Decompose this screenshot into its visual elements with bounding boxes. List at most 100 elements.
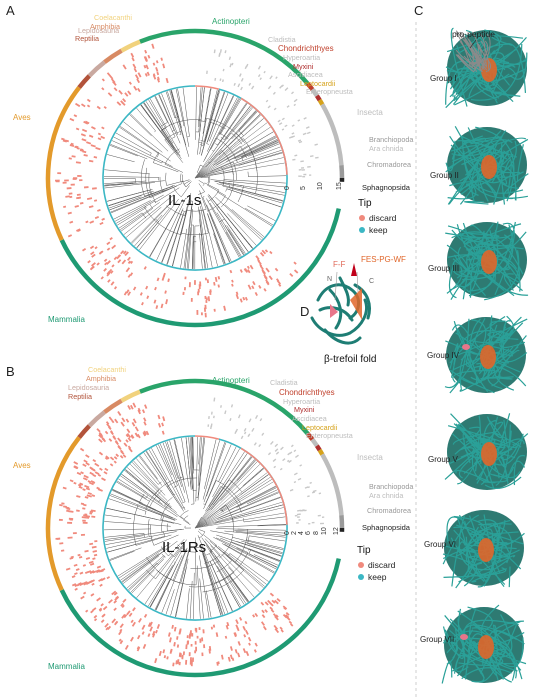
ff-highlight — [462, 344, 470, 350]
clade-ring-segment — [305, 82, 315, 91]
tree-branches — [104, 87, 286, 270]
clade-labels-b: Actinopteri Coelacanthi Amphibia Lepidos… — [13, 365, 413, 671]
clade-chondrichthyes-a: Chondrichthyes — [278, 44, 334, 53]
legend-swatch-discard-a — [359, 215, 365, 221]
panel-letter-b: B — [6, 364, 15, 379]
tip-ring-discard — [194, 435, 220, 440]
tick-a-0: 0 — [284, 186, 291, 190]
structure-strands — [442, 514, 525, 589]
clade-insecta-a: Insecta — [357, 108, 383, 117]
panel-letter-c: C — [414, 3, 423, 18]
legend-keep-a: keep — [369, 225, 388, 235]
label-c-terminus: C — [369, 278, 374, 285]
legend-title-b: Tip — [357, 545, 371, 556]
ff-segment — [330, 304, 338, 318]
clade-ring-segment — [315, 444, 322, 452]
clade-ring-mammalia — [59, 558, 341, 678]
clade-sphagnopsida-b: Sphagnopsida — [362, 523, 411, 532]
clade-ascidiacea-a: Ascidiacea — [288, 70, 323, 79]
clade-aves-a: Aves — [13, 113, 31, 122]
clade-enteropneusta-a: Enteropneusta — [306, 87, 353, 96]
pro-peptide-strands — [455, 30, 492, 73]
clade-aves-b: Aves — [13, 461, 31, 470]
tick-a-15: 15 — [336, 182, 343, 190]
legend-discard-a: discard — [369, 213, 397, 223]
label-n-terminus: N — [327, 276, 332, 283]
clade-ring-segment — [317, 98, 325, 106]
tick-b-10: 10 — [321, 527, 328, 535]
radial-axis-b: 0 2 4 6 8 10 12 — [284, 527, 340, 535]
grey-bars — [207, 397, 325, 525]
clade-amphibia-b: Amphibia — [86, 374, 116, 383]
clade-actinopteri-a: Actinopteri — [212, 17, 250, 26]
clade-chromadorea-a: Chromadorea — [367, 160, 411, 169]
structure-core — [481, 442, 497, 466]
structure-core — [480, 345, 496, 369]
trefoil-ribbon — [310, 276, 371, 345]
tick-b-8: 8 — [313, 531, 320, 535]
clade-cladistia-b: Cladistia — [270, 378, 298, 387]
structure-group-3 — [445, 221, 529, 301]
clade-ring-segment — [315, 94, 322, 102]
structure-core — [481, 155, 497, 179]
tick-a-5: 5 — [300, 186, 307, 190]
clade-actinopteri-b: Actinopteri — [212, 376, 250, 385]
label-ff: F-F — [333, 260, 346, 269]
group-label-2: Group II — [430, 171, 459, 180]
legend-keep-b: keep — [368, 572, 387, 582]
clade-ring-segment — [45, 86, 81, 242]
clade-ring-segment — [120, 389, 141, 403]
tick-b-6: 6 — [305, 531, 312, 535]
clade-labels-a: Actinopteri Coelacanthi Amphibia Lepidos… — [13, 13, 413, 324]
clade-ring-segment — [339, 514, 345, 529]
clade-ring-segment — [310, 438, 319, 448]
structure-core — [481, 250, 497, 274]
clade-hyperoartia-b: Hyperoartia — [283, 397, 320, 406]
clade-branchiopoda-b: Branchiopoda — [369, 482, 413, 491]
label-trefoil-fold: β-trefoil fold — [324, 354, 376, 365]
legend-swatch-keep-b — [358, 574, 364, 580]
structure-core — [478, 635, 494, 659]
clade-ring-segment — [87, 60, 106, 78]
clade-coelacanthi-a: Coelacanthi — [94, 13, 132, 22]
clade-ring-segment — [139, 28, 310, 85]
center-label-il1s: IL-1s — [168, 192, 201, 209]
clade-ring-segment — [339, 164, 345, 179]
clade-reptilia-a: Reptilia — [75, 34, 99, 43]
grey-bars — [206, 49, 319, 178]
clade-ring-segment — [103, 398, 123, 414]
structure-group-4 — [444, 315, 528, 394]
clade-ring-segment — [77, 74, 91, 89]
structure-group-6 — [442, 510, 525, 589]
tree-branches — [104, 437, 286, 619]
clade-lepidosauria-b: Lepidosauria — [68, 383, 109, 392]
tree-rays — [194, 103, 285, 179]
structure-group-1 — [445, 27, 528, 109]
clade-hyperoartia-a: Hyperoartia — [283, 53, 320, 62]
clade-insecta-b: Insecta — [357, 453, 383, 462]
fes-pg-wf-segment — [350, 288, 362, 320]
clade-chromadorea-b: Chromadorea — [367, 506, 411, 515]
fes-leader — [356, 271, 359, 293]
structure-group-2 — [445, 126, 529, 205]
structure-group-7 — [441, 604, 527, 684]
legend-discard-b: discard — [368, 560, 396, 570]
clade-ring-segment — [305, 432, 315, 441]
tick-b-2: 2 — [291, 531, 298, 535]
clade-amphibia-a: Amphibia — [90, 22, 120, 31]
discard-bars — [55, 402, 294, 667]
label-pro-peptide: pro-peptide — [452, 29, 495, 39]
tree-rays — [194, 453, 285, 529]
label-fes-pg-wf: FES-PG-WF — [361, 255, 406, 264]
tick-b-4: 4 — [298, 531, 305, 535]
clade-sphagnopsida-a: Sphagnopsida — [362, 183, 411, 192]
legend-title-a: Tip — [358, 198, 372, 209]
group-label-6: Group VI — [424, 540, 456, 549]
structure-group-5 — [444, 413, 529, 490]
radial-axis-a: 0 5 10 15 — [284, 182, 343, 190]
ff-highlight — [460, 634, 468, 640]
clade-leptocardii-a: Leptocardii — [300, 79, 336, 88]
structure-strands — [445, 126, 529, 205]
tip-ring-keep — [102, 435, 288, 621]
